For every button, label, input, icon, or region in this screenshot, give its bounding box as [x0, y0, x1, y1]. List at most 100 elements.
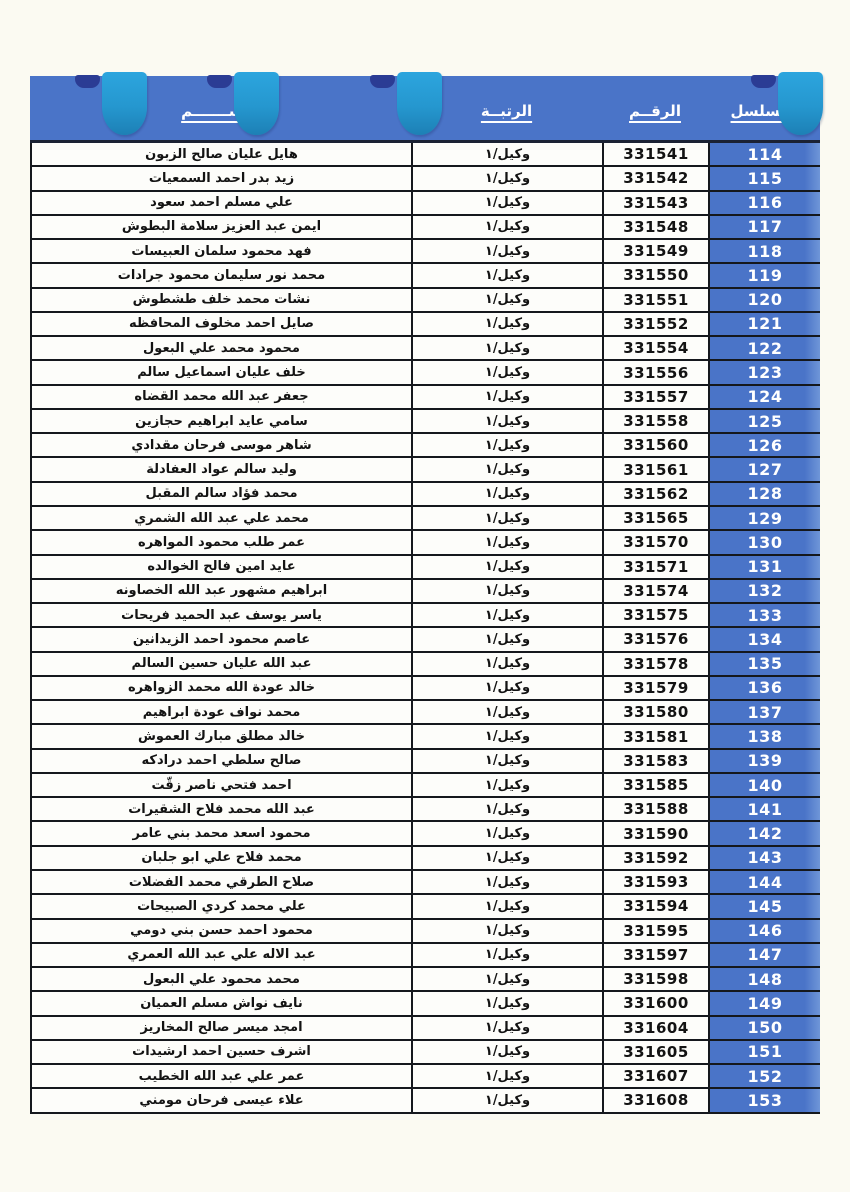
serial-cell: 137 [708, 701, 820, 724]
rank-cell: وكيل/١ [411, 628, 602, 651]
name-cell: ابراهيم مشهور عبد الله الخصاونه [30, 579, 411, 603]
number-cell: 331600 [602, 992, 708, 1015]
rank-cell: وكيل/١ [411, 288, 602, 311]
rank-cell: وكيل/١ [411, 1065, 602, 1088]
name-cell: امجد ميسر صالح المخاريز [30, 1016, 411, 1039]
rank-cell: وكيل/١ [411, 846, 602, 869]
table-row: 123 331556 وكيل/١ خلف عليان اسماعيل سالم [30, 361, 820, 386]
name-cell: محمد فؤاد سالم المقبل [30, 482, 411, 505]
rank-cell: وكيل/١ [411, 1089, 602, 1112]
rank-cell: وكيل/١ [411, 749, 602, 772]
table-row: 137 331580 وكيل/١ محمد نواف عودة ابراهيم [30, 701, 820, 726]
serial-cell: 148 [708, 968, 820, 991]
serial-cell: 128 [708, 482, 820, 505]
name-cell: هايل عليان صالح الزبون [30, 143, 411, 166]
number-cell: 331607 [602, 1065, 708, 1088]
rank-cell: وكيل/١ [411, 482, 602, 505]
number-cell: 331578 [602, 652, 708, 675]
serial-cell: 152 [708, 1065, 820, 1088]
serial-cell: 114 [708, 143, 820, 166]
rank-cell: وكيل/١ [411, 434, 602, 457]
name-cell: علي محمد كردي الصبيحات [30, 895, 411, 918]
table-row: 125 331558 وكيل/١ سامي عايد ابراهيم حجاز… [30, 409, 820, 435]
number-cell: 331580 [602, 701, 708, 724]
serial-cell: 126 [708, 434, 820, 457]
number-cell: 331558 [602, 409, 708, 433]
serial-cell: 134 [708, 628, 820, 651]
rank-cell: وكيل/١ [411, 968, 602, 991]
name-cell: محمد نور سليمان محمود جرادات [30, 264, 411, 287]
name-cell: محمود احمد حسن بني دومي [30, 919, 411, 942]
name-cell: خلف عليان اسماعيل سالم [30, 361, 411, 384]
number-cell: 331588 [602, 798, 708, 821]
table-row: 149 331600 وكيل/١ نايف نواش مسلم العميان [30, 992, 820, 1017]
number-cell: 331593 [602, 870, 708, 894]
bookmark-tab-icon [370, 72, 442, 135]
number-cell: 331574 [602, 579, 708, 603]
number-cell: 331561 [602, 458, 708, 481]
rank-cell: وكيل/١ [411, 822, 602, 845]
serial-cell: 147 [708, 943, 820, 967]
table-row: 144 331593 وكيل/١ صلاح الطرقي محمد الفضل… [30, 870, 820, 896]
rank-cell: وكيل/١ [411, 870, 602, 894]
table-row: 153 331608 وكيل/١ علاء عيسى فرحان مومني [30, 1089, 820, 1114]
serial-cell: 117 [708, 215, 820, 239]
serial-cell: 123 [708, 361, 820, 384]
table-row: 121 331552 وكيل/١ صايل احمد مخلوف المحاف… [30, 312, 820, 338]
number-cell: 331557 [602, 385, 708, 408]
table-row: 132 331574 وكيل/١ ابراهيم مشهور عبد الله… [30, 579, 820, 605]
table-row: 140 331585 وكيل/١ احمد فتحي ناصر زقّت [30, 773, 820, 799]
serial-cell: 115 [708, 167, 820, 190]
number-cell: 331590 [602, 822, 708, 845]
name-cell: علاء عيسى فرحان مومني [30, 1089, 411, 1112]
serial-cell: 145 [708, 895, 820, 918]
table-row: 126 331560 وكيل/١ شاهر موسى فرحان مقدادي [30, 434, 820, 459]
rank-cell: وكيل/١ [411, 895, 602, 918]
rank-cell: وكيل/١ [411, 701, 602, 724]
rank-cell: وكيل/١ [411, 191, 602, 214]
name-cell: عبد الله عليان حسين السالم [30, 652, 411, 675]
name-cell: احمد فتحي ناصر زقّت [30, 773, 411, 797]
name-cell: صايل احمد مخلوف المحافظه [30, 312, 411, 336]
rank-cell: وكيل/١ [411, 167, 602, 190]
bookmark-tab-icon [751, 72, 823, 135]
name-cell: محمود اسعد محمد بني عامر [30, 822, 411, 845]
name-cell: محمد محمود علي البعول [30, 968, 411, 991]
name-cell: عمر علي عبد الله الخطيب [30, 1065, 411, 1088]
number-cell: 331570 [602, 531, 708, 554]
table-row: 124 331557 وكيل/١ جعفر عبد الله محمد الق… [30, 385, 820, 410]
number-cell: 331592 [602, 846, 708, 869]
rank-cell: وكيل/١ [411, 143, 602, 166]
name-cell: خالد عودة الله محمد الزواهره [30, 676, 411, 700]
serial-cell: 146 [708, 919, 820, 942]
serial-cell: 122 [708, 337, 820, 360]
number-cell: 331552 [602, 312, 708, 336]
number-cell: 331581 [602, 725, 708, 748]
table-row: 120 331551 وكيل/١ نشات محمد خلف طشطوش [30, 288, 820, 313]
number-cell: 331604 [602, 1016, 708, 1039]
name-cell: نايف نواش مسلم العميان [30, 992, 411, 1015]
table-row: 115 331542 وكيل/١ زيد بدر احمد السمعيات [30, 167, 820, 192]
name-cell: عاصم محمود احمد الزيدانين [30, 628, 411, 651]
rank-cell: وكيل/١ [411, 531, 602, 554]
serial-cell: 121 [708, 312, 820, 336]
name-cell: اشرف حسين احمد ارشيدات [30, 1040, 411, 1064]
serial-cell: 153 [708, 1089, 820, 1112]
number-cell: 331585 [602, 773, 708, 797]
number-cell: 331595 [602, 919, 708, 942]
name-cell: شاهر موسى فرحان مقدادي [30, 434, 411, 457]
number-cell: 331548 [602, 215, 708, 239]
table-row: 146 331595 وكيل/١ محمود احمد حسن بني دوم… [30, 919, 820, 944]
serial-cell: 118 [708, 240, 820, 263]
serial-cell: 138 [708, 725, 820, 748]
number-cell: 331576 [602, 628, 708, 651]
name-cell: وليد سالم عواد العفادلة [30, 458, 411, 481]
rank-cell: وكيل/١ [411, 798, 602, 821]
number-cell: 331608 [602, 1089, 708, 1112]
table-row: 129 331565 وكيل/١ محمد علي عبد الله الشم… [30, 506, 820, 532]
name-cell: نشات محمد خلف طشطوش [30, 288, 411, 311]
table-row: 134 331576 وكيل/١ عاصم محمود احمد الزيدا… [30, 628, 820, 653]
number-cell: 331550 [602, 264, 708, 287]
serial-cell: 130 [708, 531, 820, 554]
rank-cell: وكيل/١ [411, 1040, 602, 1064]
